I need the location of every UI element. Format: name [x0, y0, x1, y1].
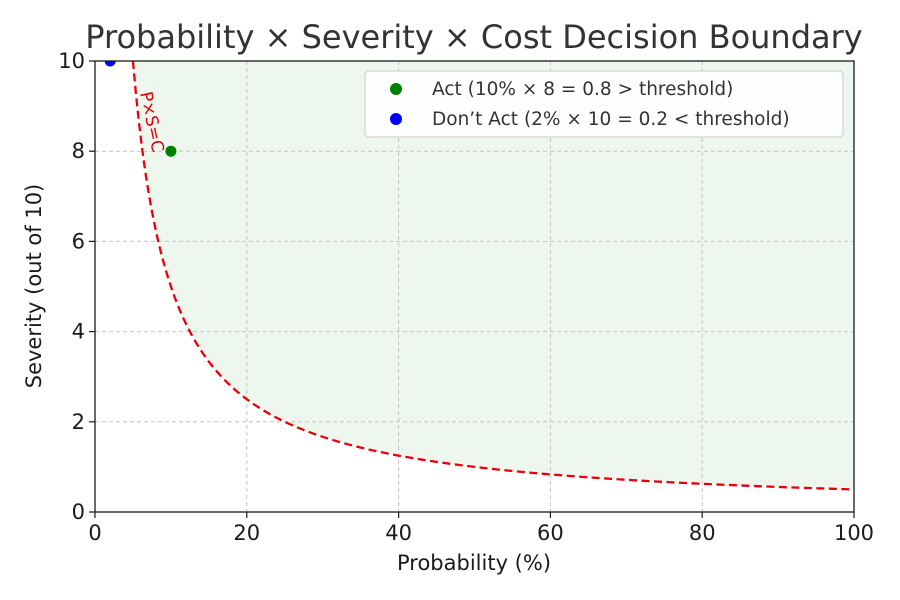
legend-marker-act — [390, 83, 402, 95]
x-tick-label: 100 — [834, 521, 874, 545]
x-tick-label: 80 — [689, 521, 716, 545]
x-tick-label: 40 — [385, 521, 412, 545]
data-point-act — [165, 145, 177, 157]
boundary-curve — [131, 61, 854, 491]
legend-entry-dont-act: Don’t Act (2% × 10 = 0.2 < threshold) — [432, 109, 790, 130]
plot-area: P×S=C — [95, 61, 854, 512]
act-region — [132, 61, 854, 490]
x-tick-label: 0 — [88, 521, 101, 545]
y-tick-label: 4 — [72, 320, 85, 344]
legend: Act (10% × 8 = 0.8 > threshold) Don’t Act… — [364, 70, 844, 138]
y-axis-label: Severity (out of 10) — [22, 184, 46, 389]
legend-marker-dont-act — [390, 113, 402, 125]
x-axis-label: Probability (%) — [397, 551, 551, 575]
y-tick-label: 0 — [72, 500, 85, 524]
axes: 0 20 40 60 80 100 0 2 4 6 8 10 — [58, 49, 874, 545]
data-point-dont-act — [104, 61, 116, 67]
y-tick-label: 10 — [58, 49, 85, 73]
y-tick-label: 8 — [72, 139, 85, 163]
x-tick-label: 20 — [233, 521, 260, 545]
axes-frame — [94, 60, 855, 513]
legend-box — [364, 70, 844, 138]
y-tick-label: 6 — [72, 229, 85, 253]
legend-entry-act: Act (10% × 8 = 0.8 > threshold) — [432, 79, 733, 100]
chart-title: Probability × Severity × Cost Decision B… — [85, 18, 862, 56]
x-tick-label: 60 — [537, 521, 564, 545]
y-tick-label: 2 — [72, 410, 85, 434]
